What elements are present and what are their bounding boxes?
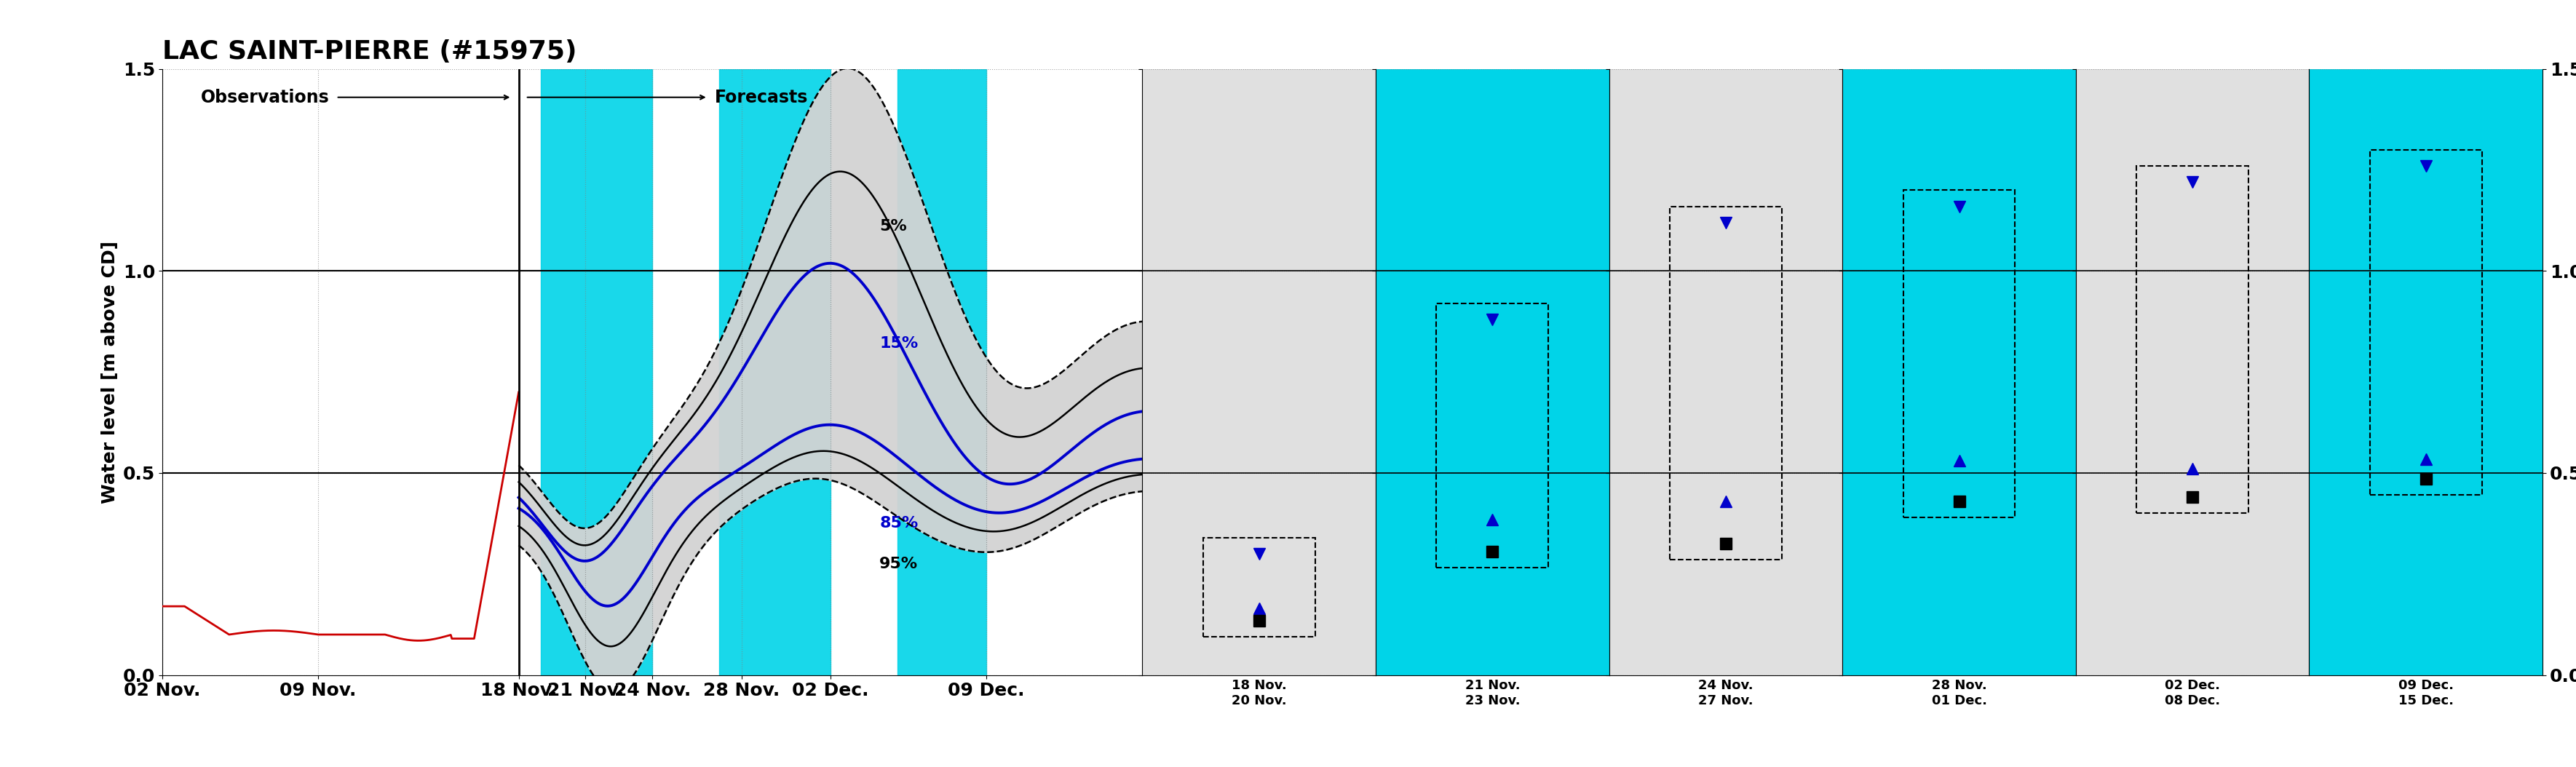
X-axis label: 21 Nov.
23 Nov.: 21 Nov. 23 Nov. (1466, 679, 1520, 707)
Y-axis label: Water level [m above CD]: Water level [m above CD] (100, 241, 118, 503)
Bar (2370, 150, 2481, 495)
Bar (541, 69, 652, 675)
Bar (2136, 166, 2249, 513)
Text: Forecasts: Forecasts (714, 88, 809, 106)
X-axis label: 18 Nov.
20 Nov.: 18 Nov. 20 Nov. (1231, 679, 1285, 707)
Text: Observations: Observations (201, 88, 330, 106)
Text: 15%: 15% (878, 337, 917, 351)
Text: 85%: 85% (878, 516, 917, 531)
Bar (1437, 303, 1548, 568)
Text: 5%: 5% (878, 219, 907, 234)
Text: 95%: 95% (878, 557, 917, 571)
X-axis label: 28 Nov.
01 Dec.: 28 Nov. 01 Dec. (1932, 679, 1986, 707)
Bar (896, 69, 987, 675)
X-axis label: 02 Dec.
08 Dec.: 02 Dec. 08 Dec. (2164, 679, 2221, 707)
Bar (1904, 190, 2014, 518)
X-axis label: 09 Dec.
15 Dec.: 09 Dec. 15 Dec. (2398, 679, 2452, 707)
X-axis label: 24 Nov.
27 Nov.: 24 Nov. 27 Nov. (1698, 679, 1754, 707)
Bar (1203, 538, 1316, 637)
Bar (719, 69, 829, 675)
Text: LAC SAINT-PIERRE (#15975): LAC SAINT-PIERRE (#15975) (162, 39, 577, 64)
Bar (1669, 206, 1783, 560)
